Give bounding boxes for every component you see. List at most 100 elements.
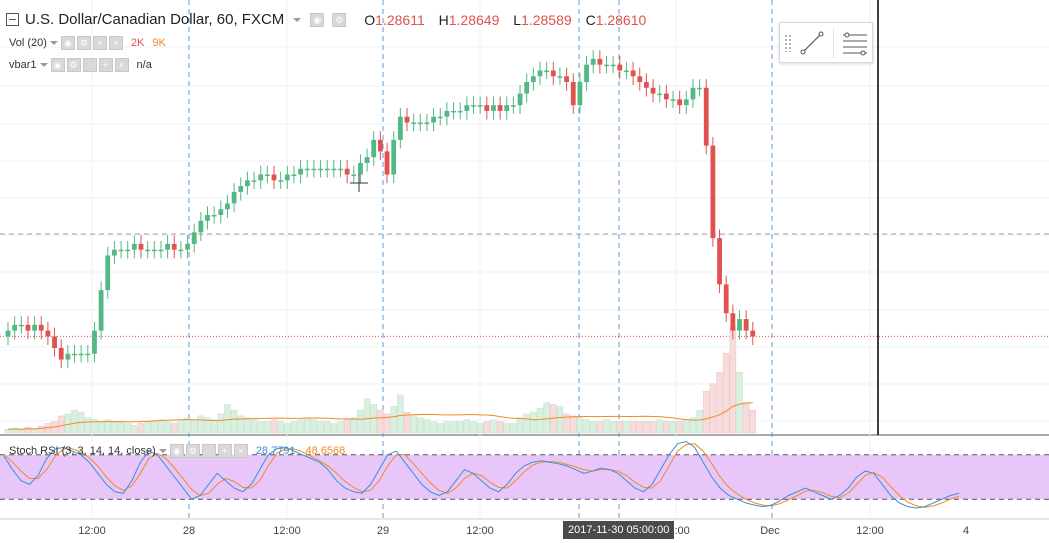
symbol-title[interactable]: U.S. Dollar/Canadian Dollar, 60, FXCM: [25, 11, 285, 28]
source-icon[interactable]: ◌: [82, 58, 97, 72]
candle-up: [65, 353, 71, 360]
candle-up: [131, 243, 137, 250]
close-icon[interactable]: ×: [114, 58, 129, 72]
candle-up: [105, 255, 111, 291]
volume-bar: [297, 419, 304, 434]
candle-up: [491, 105, 496, 111]
crosshair: [350, 0, 879, 435]
candle-up: [112, 249, 117, 256]
candle-up: [258, 174, 264, 181]
candle-up: [191, 232, 197, 244]
volume-bar: [623, 421, 630, 434]
vbar-label[interactable]: vbar1: [9, 59, 37, 71]
candle-up: [205, 215, 210, 221]
volume-bar: [450, 421, 457, 434]
volume-bar: [304, 417, 311, 434]
volume-bar: [496, 421, 504, 434]
candle-down: [710, 145, 716, 239]
candle-up: [737, 319, 742, 331]
volume-bar: [184, 417, 191, 434]
candle-up: [624, 70, 629, 72]
gear-icon[interactable]: ⚙: [76, 36, 91, 50]
volume-bar: [589, 421, 597, 434]
candle-up: [32, 324, 37, 331]
gear-icon[interactable]: ⚙: [185, 444, 200, 458]
legend-stoch-rsi: Stoch RSI (3, 3, 14, 14, close) ◉ ⚙ ◌ + …: [9, 444, 345, 458]
candlesticks: [5, 50, 756, 369]
candle-up: [557, 76, 563, 78]
candle-up: [238, 186, 244, 192]
fib-retracement-icon: [843, 32, 867, 55]
candle-up: [92, 330, 97, 354]
volume-bar: [144, 421, 151, 434]
stoch-k-value: 28.7791: [255, 445, 296, 457]
gear-icon[interactable]: ⚙: [332, 12, 347, 27]
candle-up: [78, 353, 84, 356]
close-value: 1.28610: [595, 11, 647, 28]
candle-up: [391, 139, 397, 175]
volume-bar: [38, 425, 45, 434]
candle-down: [550, 70, 556, 77]
volume-bar: [656, 419, 663, 434]
stoch-rsi-label[interactable]: Stoch RSI (3, 3, 14, 14, close): [9, 445, 156, 457]
volume-bar: [363, 398, 371, 434]
volume-bar: [117, 421, 125, 434]
candle-up: [670, 99, 676, 101]
chevron-down-icon[interactable]: [39, 63, 48, 67]
eye-icon[interactable]: ◉: [60, 36, 75, 50]
volume-bar: [583, 419, 590, 434]
candle-up: [411, 122, 417, 124]
volume-ma-line: [7, 402, 753, 430]
volume-bar: [284, 423, 291, 434]
volume-label[interactable]: Vol (20): [9, 37, 47, 49]
gear-icon[interactable]: ⚙: [66, 58, 81, 72]
volume-bar: [310, 419, 318, 434]
candle-up: [118, 249, 124, 252]
collapse-icon[interactable]: [6, 13, 19, 26]
plus-icon[interactable]: +: [217, 444, 232, 458]
volume-bar: [111, 421, 118, 434]
x-tick-label: 4: [963, 525, 969, 537]
candle-up: [683, 99, 689, 106]
eye-icon[interactable]: ◉: [310, 12, 325, 27]
price-grid: [0, 0, 1049, 520]
volume-bar: [463, 419, 471, 434]
volume-bar: [676, 421, 683, 434]
candle-up: [690, 87, 696, 100]
volume-bar: [629, 421, 637, 434]
trend-line-tool[interactable]: [795, 27, 829, 59]
volume-bar: [556, 406, 564, 434]
drag-handle[interactable]: [784, 33, 792, 52]
eye-icon[interactable]: ◉: [50, 58, 65, 72]
open-value: 1.28611: [375, 11, 425, 28]
volume-bar: [24, 427, 32, 434]
candle-up: [284, 174, 290, 181]
candle-down: [650, 87, 656, 94]
volume-bar: [137, 423, 145, 434]
candle-up: [537, 70, 543, 77]
source-icon[interactable]: ◌: [201, 444, 216, 458]
close-icon[interactable]: ×: [108, 36, 123, 50]
volume-bar: [649, 421, 657, 434]
chevron-down-icon[interactable]: [293, 17, 302, 22]
chevron-down-icon[interactable]: [49, 41, 58, 45]
candle-up: [517, 93, 523, 106]
chevron-down-icon[interactable]: [158, 449, 167, 453]
volume-bar: [230, 409, 238, 434]
volume-bar: [456, 421, 464, 434]
volume-bar: [530, 411, 537, 434]
volume-bar: [749, 409, 757, 434]
volume-bar: [237, 415, 244, 434]
candle-down: [617, 64, 623, 71]
plus-icon[interactable]: +: [98, 58, 113, 72]
x-tick-label: 12:00: [78, 525, 106, 537]
eye-icon[interactable]: ◉: [169, 444, 184, 458]
plus-icon[interactable]: +: [92, 36, 107, 50]
fib-tool[interactable]: [838, 27, 872, 59]
volume-bar: [503, 423, 510, 434]
candle-down: [743, 319, 749, 331]
close-icon[interactable]: ×: [233, 444, 248, 458]
candle-up: [218, 209, 224, 215]
volume-bar: [383, 413, 391, 434]
